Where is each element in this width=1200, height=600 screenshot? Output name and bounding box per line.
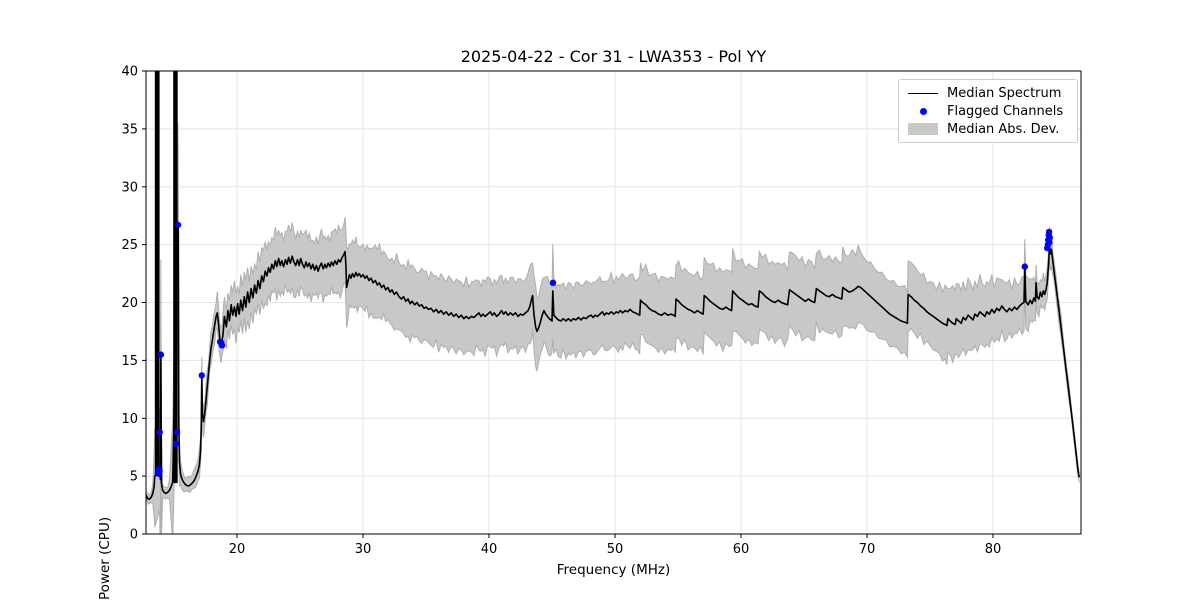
mad-band <box>146 122 1080 534</box>
svg-text:80: 80 <box>985 542 1002 557</box>
legend-label: Median Abs. Dev. <box>947 121 1060 137</box>
legend-label: Median Spectrum <box>947 85 1062 101</box>
y-axis-label: Power (CPU) <box>97 516 113 600</box>
svg-text:25: 25 <box>121 238 138 253</box>
flagged-channel-dots <box>154 221 1053 477</box>
legend-item-median-abs-dev: Median Abs. Dev. <box>907 120 1069 138</box>
x-axis-label: Frequency (MHz) <box>556 562 671 578</box>
svg-text:40: 40 <box>481 542 498 557</box>
mad-band-upper-edge <box>146 122 1080 497</box>
mad-band-lower-edge <box>146 261 1080 534</box>
svg-text:20: 20 <box>121 296 138 311</box>
legend-dot-swatch <box>907 107 939 115</box>
svg-text:30: 30 <box>121 180 138 195</box>
rfi-spike-bars <box>154 71 178 484</box>
legend-label: Flagged Channels <box>947 103 1064 119</box>
y-tick-marks <box>142 70 146 535</box>
legend-item-median-spectrum: Median Spectrum <box>907 84 1069 102</box>
svg-text:50: 50 <box>607 542 624 557</box>
svg-text:30: 30 <box>355 542 372 557</box>
svg-text:40: 40 <box>121 65 138 80</box>
plot-title: 2025-04-22 - Cor 31 - LWA353 - Pol YY <box>460 47 767 66</box>
legend-item-flagged-channels: Flagged Channels <box>907 102 1069 120</box>
svg-text:0: 0 <box>130 528 138 543</box>
y-tick-labels: 0 5 10 15 20 25 30 35 40 <box>121 65 138 543</box>
svg-text:60: 60 <box>733 542 750 557</box>
legend-line-swatch <box>907 92 939 94</box>
x-tick-labels: 20 30 40 50 60 70 80 <box>229 542 1002 557</box>
svg-text:10: 10 <box>121 412 138 427</box>
svg-text:20: 20 <box>229 542 246 557</box>
legend-box: Median Spectrum Flagged Channels Median … <box>898 79 1078 143</box>
median-spectrum-line <box>146 225 1081 501</box>
x-tick-marks <box>236 534 994 538</box>
svg-text:35: 35 <box>121 122 138 137</box>
legend-patch-swatch <box>907 123 939 135</box>
svg-text:15: 15 <box>121 354 138 369</box>
svg-text:5: 5 <box>130 470 138 485</box>
svg-text:70: 70 <box>859 542 876 557</box>
